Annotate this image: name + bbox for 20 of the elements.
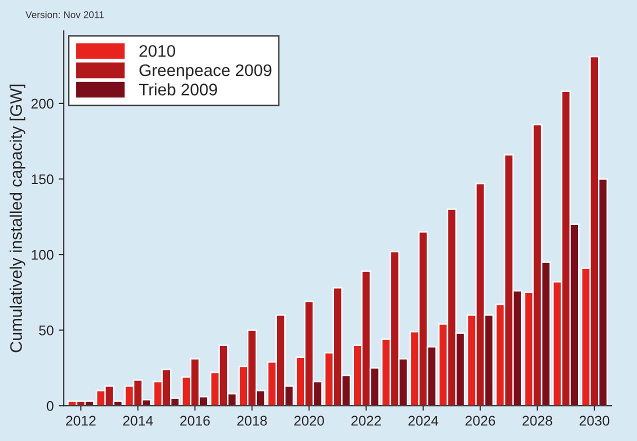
- y-axis-title: Cumulatively installed capacity [GW]: [10, 84, 26, 352]
- x-tick-label: 2012: [66, 416, 96, 426]
- x-tick-label: 2030: [580, 416, 610, 426]
- x-tick-label: 2028: [522, 416, 552, 426]
- legend-label: 2010: [140, 45, 176, 57]
- x-tick-label: 2016: [180, 416, 210, 426]
- y-tick-label: 200: [32, 98, 54, 109]
- x-tick-label: 2018: [237, 416, 267, 426]
- x-tick-label: 2026: [466, 416, 496, 426]
- x-tick-label: 2022: [351, 416, 381, 426]
- legend-label: Greenpeace 2009: [140, 64, 272, 80]
- y-tick-label: 50: [39, 325, 54, 336]
- y-tick-label: 100: [32, 250, 54, 260]
- x-tick-label: 2024: [408, 416, 438, 426]
- text: Version: Nov 2011: [26, 11, 104, 18]
- x-tick-label: 2020: [294, 416, 324, 426]
- y-tick-label: 150: [32, 174, 54, 184]
- y-tick-label: 0: [46, 401, 54, 411]
- legend-label: Trieb 2009: [139, 83, 217, 96]
- x-tick-label: 2014: [123, 416, 153, 426]
